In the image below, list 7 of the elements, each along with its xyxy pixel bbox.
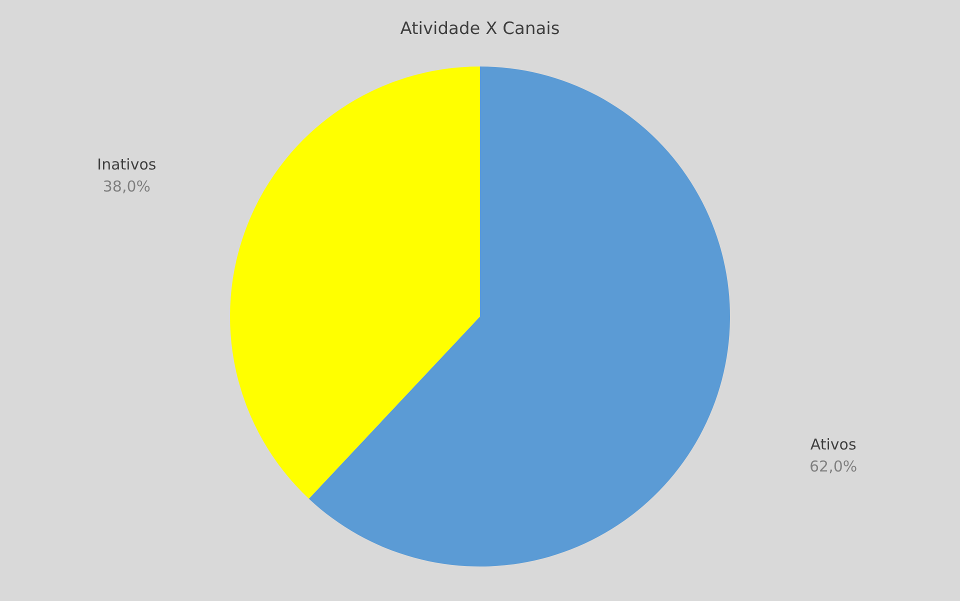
- chart-title: Atividade X Canais: [400, 19, 560, 39]
- pie-slice: [308, 66, 730, 566]
- data-label: 62,0%: [809, 457, 858, 476]
- slice-label: Inativos: [97, 156, 156, 174]
- slice-label: Ativos: [810, 435, 856, 454]
- data-label: 38,0%: [102, 178, 151, 196]
- pie-slice: [230, 66, 480, 499]
